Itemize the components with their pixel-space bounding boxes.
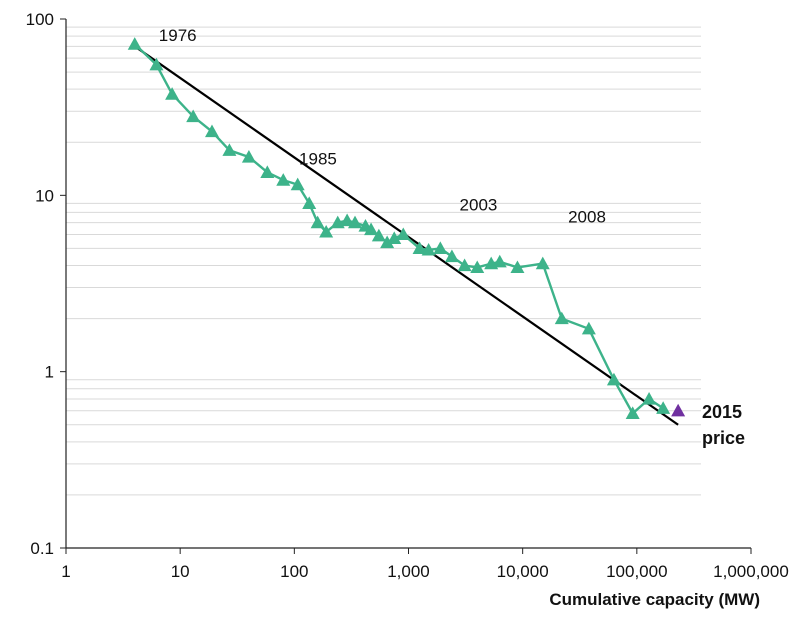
data-point <box>319 224 334 238</box>
data-point <box>340 213 355 227</box>
x-tick-label: 1,000,000 <box>713 562 789 581</box>
data-point <box>276 173 291 186</box>
y-tick-label: 0.1 <box>30 539 54 558</box>
data-point <box>241 149 256 163</box>
series-group <box>127 37 686 419</box>
data-point <box>642 391 657 405</box>
data-point <box>222 143 237 156</box>
tick-labels: 1 10 100 1,000 10,000 100,000 1,000,000 0.1 1 10 1… <box>26 10 789 581</box>
data-point <box>302 196 317 210</box>
data-point <box>380 235 395 249</box>
data-point <box>412 241 427 255</box>
data-point <box>310 215 325 229</box>
x-tick-label: 1,000 <box>387 562 430 581</box>
y-tick-label: 10 <box>35 186 54 205</box>
y-tick-label: 1 <box>45 363 54 382</box>
data-point <box>387 231 402 244</box>
data-point <box>656 401 671 414</box>
data-point <box>457 258 472 272</box>
data-point <box>396 227 411 241</box>
data-point <box>433 241 448 255</box>
data-point <box>127 37 142 50</box>
data-point <box>470 260 485 274</box>
gridlines <box>66 26 701 496</box>
x-tick-label: 10,000 <box>497 562 549 581</box>
data-point <box>371 228 386 242</box>
data-point <box>535 256 550 270</box>
data-point <box>421 242 436 256</box>
data-point <box>554 311 569 325</box>
data-point <box>186 109 201 123</box>
axes <box>60 18 752 554</box>
x-axis-title: Cumulative capacity (MW) <box>549 590 760 609</box>
year-annotation: 2003 <box>460 196 498 215</box>
data-point <box>444 249 459 263</box>
data-point <box>625 406 640 419</box>
year-annotation: 1976 <box>159 26 197 45</box>
end-label-line1: 2015 <box>702 402 742 422</box>
data-point <box>165 87 180 100</box>
x-tick-label: 100 <box>280 562 308 581</box>
annotations: 1976 1985 2003 2008 <box>159 26 606 227</box>
data-point <box>348 215 363 229</box>
data-point <box>606 372 621 386</box>
price-2015-point <box>671 403 686 417</box>
x-tick-label: 100,000 <box>606 562 667 581</box>
end-label: 2015 price <box>702 402 745 448</box>
end-label-line2: price <box>702 428 745 448</box>
data-point <box>510 260 525 274</box>
x-tick-label: 10 <box>171 562 190 581</box>
data-point <box>290 177 305 191</box>
data-point <box>260 165 275 178</box>
data-point <box>581 321 596 335</box>
x-tick-label: 1 <box>61 562 70 581</box>
data-point <box>364 222 379 236</box>
y-tick-label: 100 <box>26 10 54 29</box>
data-point <box>204 124 219 138</box>
year-annotation: 2008 <box>568 208 606 227</box>
data-point <box>492 254 507 268</box>
year-annotation: 1985 <box>299 149 337 168</box>
data-point <box>149 57 164 71</box>
